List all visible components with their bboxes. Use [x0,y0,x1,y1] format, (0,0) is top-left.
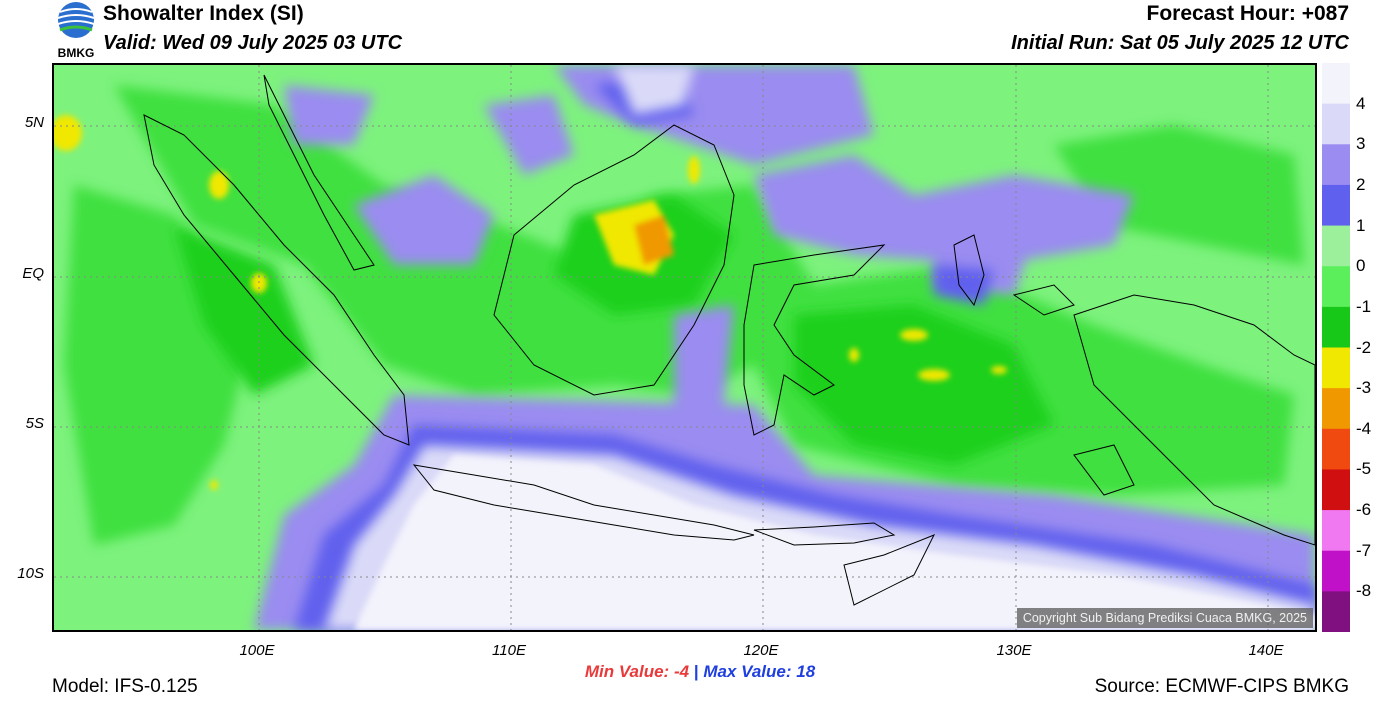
source-label: Source: ECMWF-CIPS BMKG [1094,676,1349,697]
lon-label-140e: 140E [1248,642,1284,659]
map-field [54,65,1315,630]
colorbar-tick-label: -4 [1356,418,1372,438]
map-panel: Copyright Sub Bidang Prediksi Cuaca BMKG… [52,63,1317,632]
colorbar-tick-label: 3 [1356,134,1366,154]
field-unstable [54,115,1007,490]
colorbar-tick-label: -1 [1356,296,1372,316]
colorbar-tick-label: -5 [1356,459,1372,479]
colorbar [1322,63,1350,633]
colorbar-tick-label: 2 [1356,174,1366,194]
valid-time: Valid: Wed 09 July 2025 03 UTC [103,32,403,54]
colorbar-swatch [1322,266,1350,308]
colorbar-swatches [1322,63,1350,633]
colorbar-tick-label: -7 [1356,540,1372,560]
chart-title: Showalter Index (SI) [103,2,304,25]
colorbar-swatch [1322,347,1350,389]
colorbar-tick-label: -8 [1356,581,1372,601]
colorbar-swatch [1322,103,1350,145]
coastlines [143,74,1315,606]
colorbar-swatch [1322,388,1350,430]
lon-label-110e: 110E [492,642,526,659]
colorbar-tick-label: -2 [1356,337,1372,357]
colorbar-tick-label: -3 [1356,378,1372,398]
colorbar-swatch [1322,144,1350,186]
grid-lines [54,65,1315,630]
colorbar-swatch [1322,306,1350,348]
logo-text: BMKG [58,46,95,60]
min-value: -4 [673,662,690,681]
colorbar-tick-label: 1 [1356,215,1366,235]
lon-label-130e: 130E [996,642,1032,659]
colorbar-tick-label: -6 [1356,500,1372,520]
field-white [354,455,1315,630]
copyright-notice: Copyright Sub Bidang Prediksi Cuaca BMKG… [1016,608,1313,628]
bmkg-logo: BMKG [52,0,100,60]
lat-label-10s: 10S [17,565,44,582]
lat-label-5n: 5N [24,114,44,131]
min-max-values: Min Value: -4 | Max Value: 18 [0,662,1400,682]
min-label: Min Value: [584,662,670,681]
colorbar-swatch [1322,225,1350,267]
colorbar-swatch [1322,591,1350,633]
model-label: Model: IFS-0.125 [52,676,198,697]
max-label: Max Value: [703,662,792,681]
colorbar-swatch [1322,510,1350,552]
initial-run: Initial Run: Sat 05 July 2025 12 UTC [1011,32,1349,54]
forecast-hour: Forecast Hour: +087 [1146,2,1350,25]
colorbar-tick-label: 0 [1356,256,1366,276]
lon-label-120e: 120E [743,642,779,659]
lat-label-eq: EQ [22,265,44,282]
min-max-separator: | [693,662,699,681]
colorbar-tick-label: 4 [1356,93,1366,113]
lon-label-100e: 100E [239,642,275,659]
max-value: 18 [796,662,816,681]
colorbar-swatch [1322,428,1350,470]
lat-label-5s: 5S [25,415,44,432]
colorbar-swatch [1322,184,1350,227]
colorbar-swatch [1322,469,1350,511]
colorbar-swatch [1322,63,1350,105]
colorbar-swatch [1322,550,1350,592]
